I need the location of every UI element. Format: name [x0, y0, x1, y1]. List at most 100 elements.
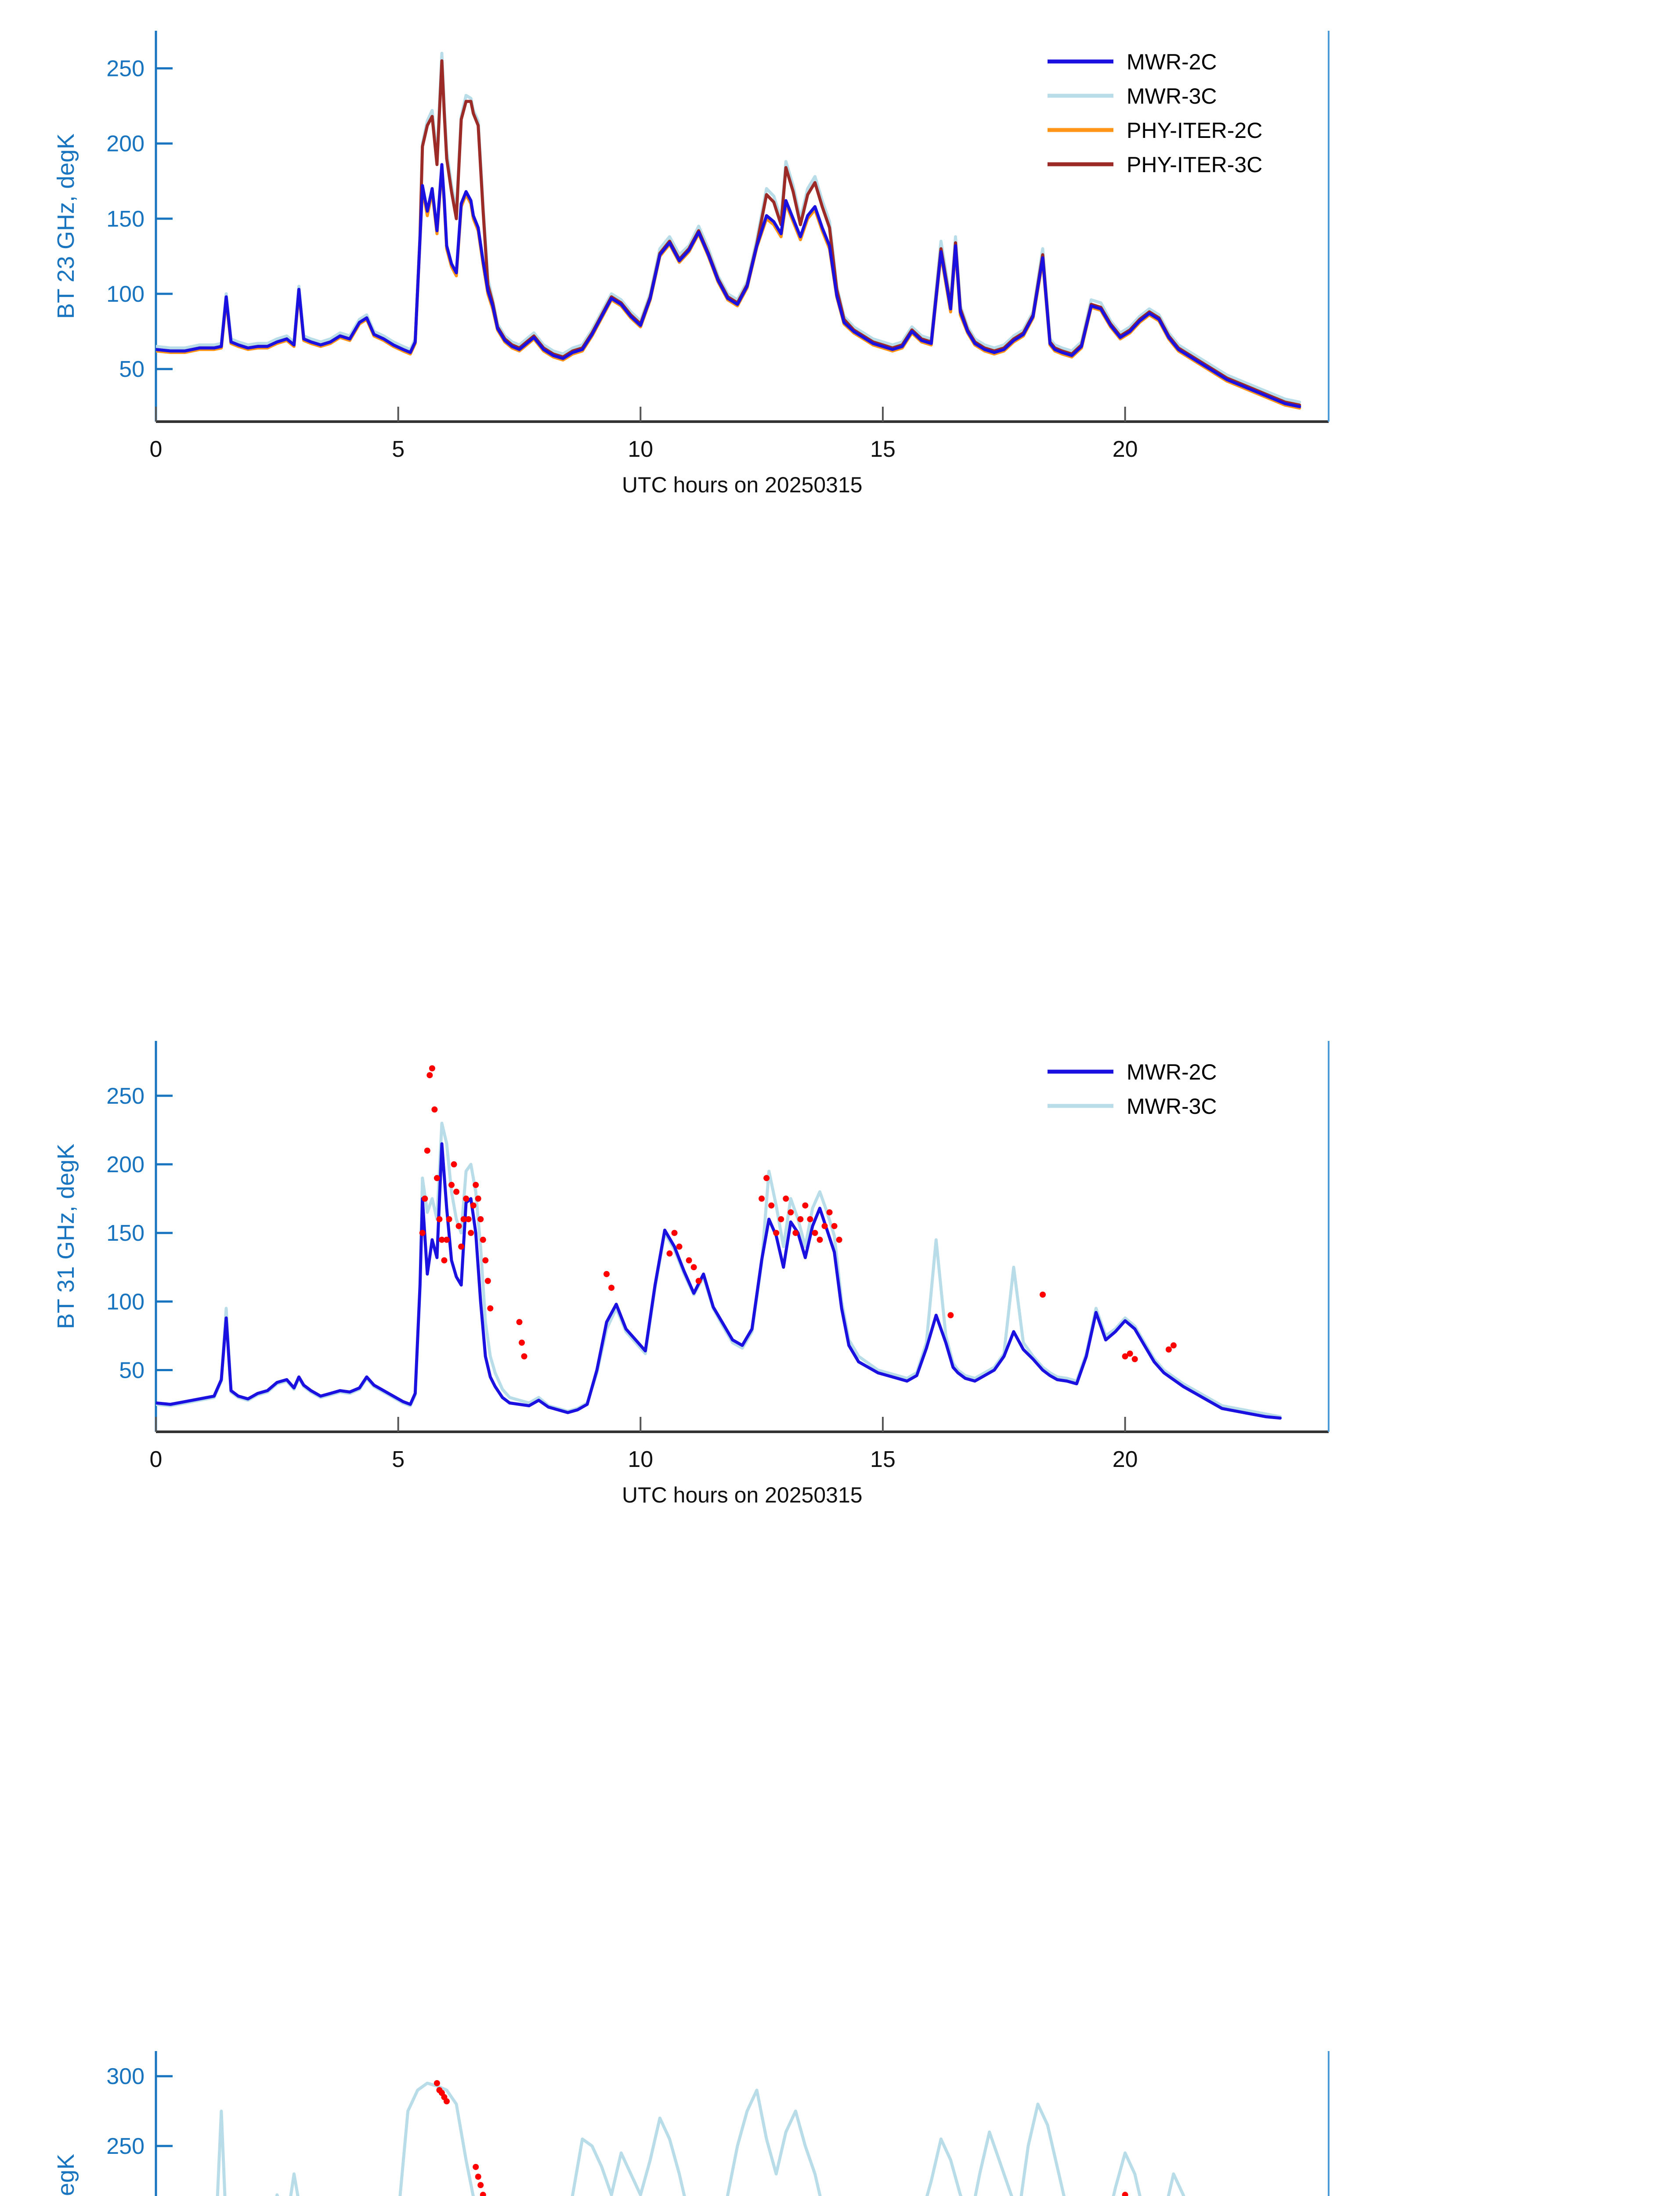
data-point: [671, 1230, 678, 1236]
plot-area-bt23: 50 100 150 200 250 0 5 10 15 20 MWR-2C MWR-3C PHY-IT…: [106, 31, 1330, 462]
x-tick-label: 10: [628, 1447, 653, 1472]
data-point: [817, 1236, 823, 1243]
data-point: [1131, 1356, 1138, 1362]
series-flagged-markers: [434, 2080, 1128, 2196]
data-point: [836, 1236, 842, 1243]
data-point: [419, 1230, 426, 1236]
y-tick-label: 150: [106, 1221, 145, 1246]
legend-label: PHY-ITER-3C: [1127, 152, 1262, 177]
y-tick-label: 200: [106, 131, 145, 157]
data-point: [783, 1196, 789, 1202]
series-line: [156, 59, 1301, 407]
y-tick-label: 100: [106, 1289, 145, 1315]
data-point: [482, 1257, 489, 1264]
series-line: [156, 1121, 1282, 1419]
data-point: [473, 1181, 479, 1188]
data-point: [422, 1196, 428, 1202]
data-point: [666, 1250, 673, 1257]
data-point: [821, 1223, 828, 1229]
data-point: [797, 1216, 804, 1222]
data-point: [446, 1216, 452, 1222]
y-tick-label: 200: [106, 1152, 145, 1177]
data-point: [470, 1202, 477, 1209]
y-tick-label: 300: [106, 2064, 145, 2089]
data-point: [448, 1181, 455, 1188]
data-point: [807, 1216, 813, 1222]
y-tick-label: 250: [106, 56, 145, 82]
data-point: [475, 1196, 481, 1202]
data-point: [1170, 1342, 1177, 1349]
y-axis-label: BT 23 GHz, degK: [53, 133, 79, 319]
data-point: [1122, 2192, 1128, 2196]
data-point: [429, 1065, 435, 1072]
data-point: [1040, 1291, 1046, 1298]
y-axis-label: BT 90 GHz, degK: [52, 2154, 79, 2196]
series-flagged-markers: [419, 1065, 1177, 1362]
data-point: [763, 1175, 770, 1181]
data-point: [480, 2192, 486, 2196]
data-point: [475, 2174, 481, 2180]
x-axis-label: UTC hours on 20250315: [622, 473, 863, 497]
data-point: [1122, 1353, 1128, 1360]
data-point: [518, 1340, 525, 1346]
data-point: [451, 1161, 457, 1168]
x-tick-label: 5: [392, 437, 405, 462]
x-tick-label: 0: [150, 437, 163, 462]
x-tick-label: 0: [150, 1447, 163, 1472]
data-point: [686, 1257, 692, 1264]
legend-bt23: MWR-2C MWR-3C PHY-ITER-2C PHY-ITER-3C: [1048, 50, 1262, 177]
y-tick-label: 250: [106, 2134, 145, 2159]
y-tick-label: 250: [106, 1084, 145, 1109]
data-point: [460, 1216, 467, 1222]
data-point: [484, 1278, 491, 1284]
series-line: [156, 166, 1301, 410]
data-point: [788, 1209, 794, 1216]
legend-label: MWR-2C: [1127, 1060, 1217, 1084]
data-point: [426, 1072, 433, 1079]
y-tick-label: 50: [119, 357, 145, 382]
data-point: [521, 1353, 527, 1360]
data-point: [434, 1175, 440, 1181]
data-point: [831, 1223, 838, 1229]
data-point: [473, 2163, 479, 2170]
x-tick-label: 20: [1113, 437, 1138, 462]
data-point: [480, 1236, 486, 1243]
data-point: [812, 1230, 818, 1236]
data-point: [516, 1319, 523, 1326]
data-point: [826, 1209, 833, 1216]
data-point: [436, 1216, 443, 1222]
legend-label: PHY-ITER-2C: [1127, 118, 1262, 143]
data-point: [465, 1216, 472, 1222]
data-point: [477, 1216, 484, 1222]
data-point: [453, 1188, 460, 1195]
x-axis-label: UTC hours on 20250315: [622, 1483, 863, 1507]
data-point: [477, 2182, 484, 2189]
data-point: [768, 1202, 775, 1209]
data-point: [695, 1278, 702, 1284]
plot-area-bt90: 5010015020025030005101520MWR-3C: [106, 2051, 1330, 2196]
y-axis-label: BT 31 GHz, degK: [53, 1143, 79, 1329]
x-tick-label: 10: [628, 437, 653, 462]
data-point: [431, 1106, 438, 1113]
y-tick-label: 50: [119, 1358, 145, 1383]
data-point: [1127, 1351, 1133, 1357]
data-point: [759, 1196, 765, 1202]
data-point: [438, 1236, 445, 1243]
data-point: [792, 1230, 799, 1236]
data-point: [1165, 1346, 1172, 1353]
data-point: [434, 2080, 440, 2087]
data-point: [441, 1257, 448, 1264]
data-point: [773, 1230, 780, 1236]
data-point: [603, 1271, 610, 1277]
x-tick-label: 15: [870, 1447, 896, 1472]
data-point: [455, 1223, 462, 1229]
data-point: [778, 1216, 784, 1222]
data-point: [947, 1312, 954, 1318]
data-point: [424, 1147, 430, 1154]
panel-bt23: 50 100 150 200 250 0 5 10 15 20 MWR-2C MWR-3C PHY-IT…: [0, 0, 1680, 505]
legend-label: MWR-3C: [1127, 1094, 1217, 1119]
data-point: [802, 1202, 809, 1209]
series-line: [216, 2081, 1185, 2196]
series-line: [156, 163, 1301, 408]
